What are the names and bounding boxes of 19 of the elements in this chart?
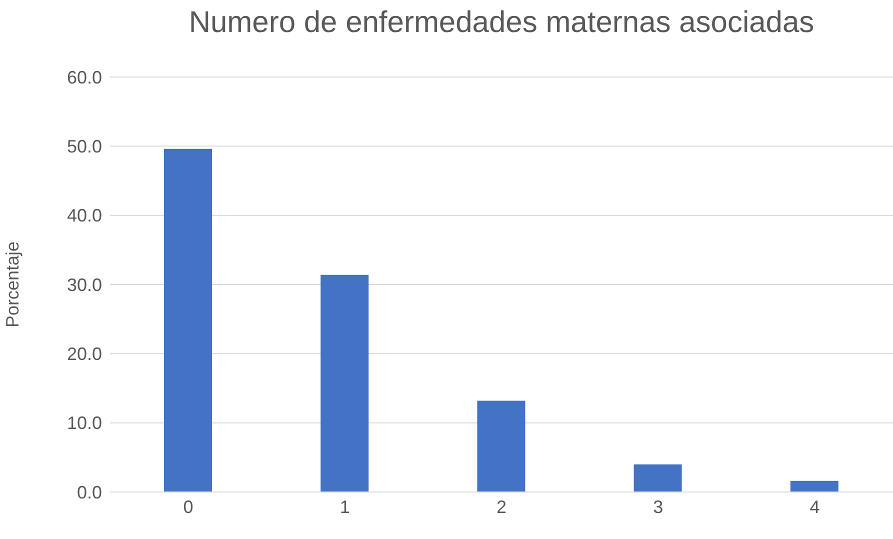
x-tick-label: 0 <box>183 496 194 517</box>
y-tick-label: 0.0 <box>76 482 102 502</box>
y-tick-label: 10.0 <box>66 413 102 434</box>
x-tick-label: 3 <box>653 496 664 517</box>
x-tick-label: 2 <box>496 496 507 517</box>
y-tick-label: 60.0 <box>66 67 102 88</box>
y-tick-label: 40.0 <box>66 206 102 226</box>
y-tick-label: 20.0 <box>66 344 102 364</box>
x-tick-label: 4 <box>810 496 820 517</box>
y-axis-title: Porcentaje <box>2 241 22 328</box>
y-tick-label: 50.0 <box>66 136 102 157</box>
x-tick-label: 1 <box>340 496 350 517</box>
bar <box>477 400 526 492</box>
bar <box>320 274 369 492</box>
chart-title: Numero de enfermedades maternas asociadas <box>188 6 816 40</box>
y-tick-label: 30.0 <box>66 274 102 295</box>
bar <box>164 148 212 492</box>
bar <box>790 480 838 492</box>
bar <box>634 464 682 492</box>
